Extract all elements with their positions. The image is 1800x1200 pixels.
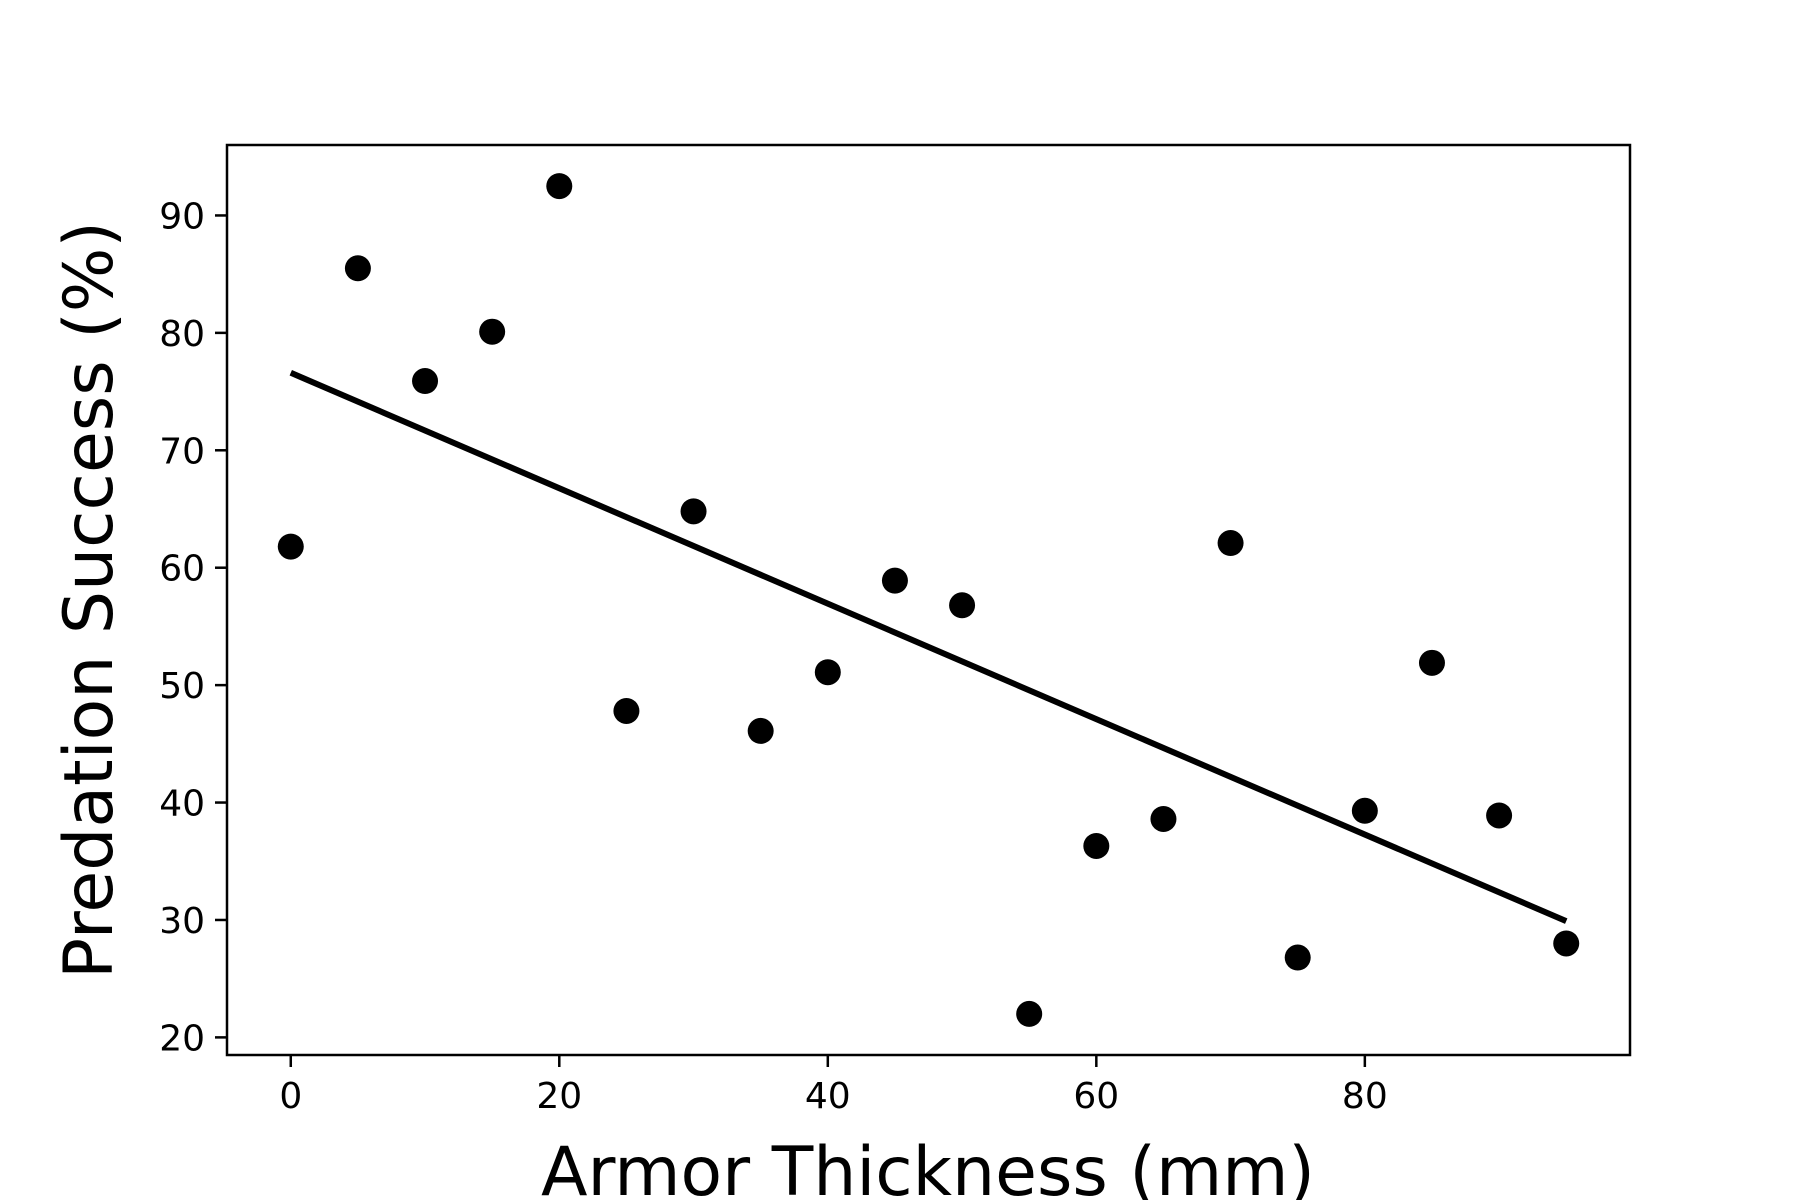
- y-axis-ticks: 20 30 40 50 60 70 80 90: [159, 196, 227, 1059]
- x-tick-label: 0: [279, 1076, 302, 1117]
- x-tick-label: 80: [1342, 1076, 1388, 1117]
- trend-line: [289, 370, 1568, 924]
- y-tick-label: 90: [159, 196, 205, 237]
- data-point: [1418, 649, 1445, 676]
- x-tick-label: 20: [536, 1076, 582, 1117]
- y-tick-label: 60: [159, 549, 205, 590]
- data-point: [881, 567, 908, 594]
- data-points: [277, 173, 1580, 1027]
- y-tick-label: 20: [159, 1018, 205, 1059]
- data-point: [1553, 930, 1580, 957]
- data-point: [546, 173, 573, 200]
- data-point: [412, 368, 439, 395]
- y-tick-label: 50: [159, 666, 205, 707]
- data-point: [344, 255, 371, 282]
- data-point: [1217, 530, 1244, 557]
- data-point: [1284, 944, 1311, 971]
- y-tick-label: 40: [159, 784, 205, 825]
- data-point: [1486, 802, 1513, 829]
- trend-line-layer: [289, 370, 1568, 924]
- x-tick-label: 60: [1073, 1076, 1119, 1117]
- data-point: [949, 592, 976, 619]
- plot-frame: [225, 143, 1632, 1057]
- y-tick-label: 30: [159, 901, 205, 942]
- data-point: [1351, 797, 1378, 824]
- data-point: [680, 498, 707, 525]
- data-point: [1083, 832, 1110, 859]
- y-axis-label: Predation Success (%): [50, 221, 129, 979]
- data-point: [1016, 1000, 1043, 1027]
- y-tick-label: 70: [159, 431, 205, 472]
- x-axis-ticks: 0 20 40 60 80: [279, 1055, 1388, 1117]
- data-point: [1150, 805, 1177, 832]
- y-tick-label: 80: [159, 314, 205, 355]
- data-point: [277, 533, 304, 560]
- data-point: [814, 659, 841, 686]
- data-point: [747, 717, 774, 744]
- x-axis-label: Armor Thickness (mm): [541, 1133, 1315, 1200]
- x-tick-label: 40: [805, 1076, 851, 1117]
- data-point: [479, 318, 506, 345]
- data-point: [613, 697, 640, 724]
